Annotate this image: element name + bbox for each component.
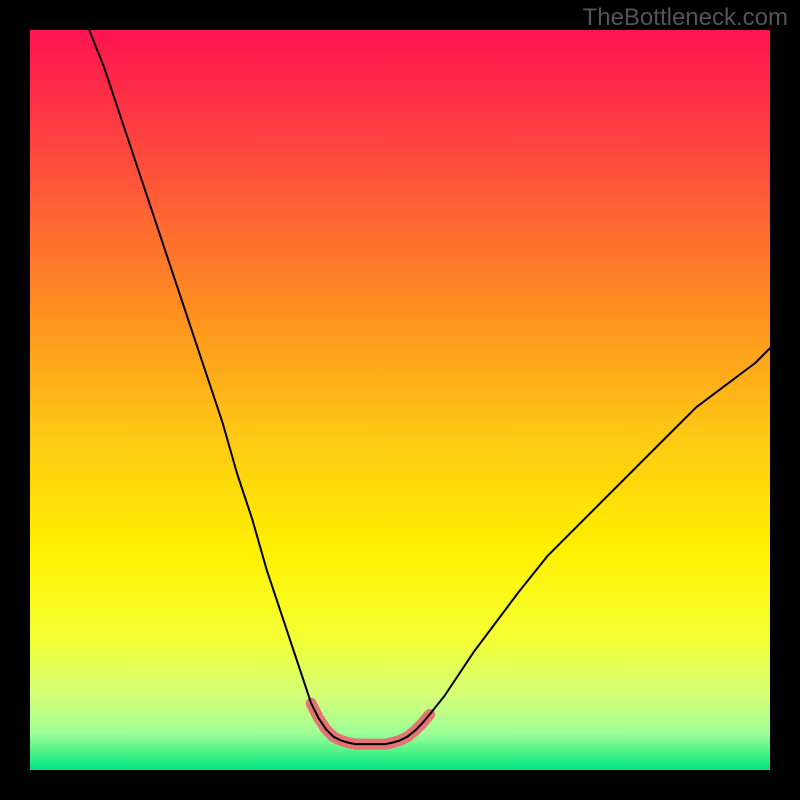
watermark-text: TheBottleneck.com (583, 4, 788, 32)
chart-svg (30, 30, 770, 770)
canvas-root: TheBottleneck.com (0, 0, 800, 800)
highlight-path (311, 703, 429, 744)
curve-path (89, 30, 770, 744)
plot-area (30, 30, 770, 770)
